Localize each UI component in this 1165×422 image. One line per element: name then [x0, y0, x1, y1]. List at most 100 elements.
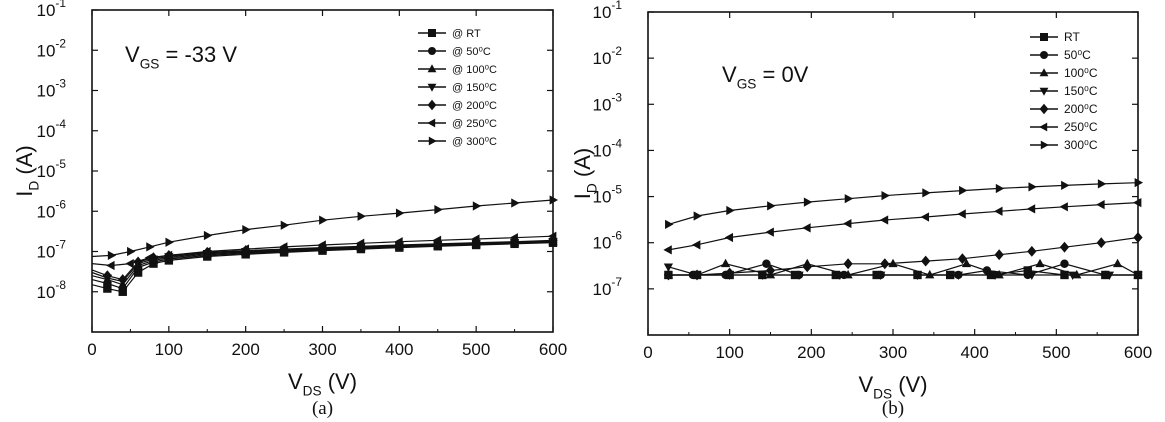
- condition-annotation: VGS = -33 V: [125, 42, 237, 72]
- data-point: [279, 242, 288, 252]
- data-point: [961, 258, 972, 268]
- data-point: [880, 258, 890, 270]
- chart-panel-b: 0 100 200 300 400 500 600 10-7 10-6 10-5 10-4 10-3 1…: [570, 0, 1152, 419]
- data-point: [1061, 180, 1070, 190]
- legend-label: 150⁰C: [1064, 84, 1098, 98]
- data-point: [879, 215, 889, 225]
- data-point: [925, 269, 935, 279]
- data-point: [835, 271, 845, 281]
- data-point: [995, 183, 1005, 194]
- y-tick-label: 10-8: [37, 278, 67, 302]
- data-point: [1059, 241, 1070, 253]
- y-axis-label: ID (A): [570, 148, 600, 199]
- x-tick-label: 0: [87, 340, 96, 359]
- legend-marker: [427, 83, 437, 92]
- data-point: [547, 231, 557, 241]
- data-point: [127, 246, 136, 257]
- legend-marker: [428, 136, 437, 146]
- data-point: [693, 211, 703, 221]
- series-4: [663, 231, 1143, 281]
- y-tick-label: 10-1: [593, 0, 623, 22]
- x-tick-label: 400: [385, 340, 413, 359]
- legend-label: 200⁰C: [1064, 102, 1098, 116]
- data-point: [959, 185, 968, 196]
- data-point: [133, 256, 143, 268]
- data-point: [1112, 258, 1123, 268]
- y-tick-label: 10-6: [37, 197, 67, 221]
- legend-label: @ 250⁰C: [452, 118, 497, 130]
- legend-label: RT: [1064, 30, 1080, 44]
- data-point: [103, 284, 112, 293]
- data-point: [280, 220, 290, 230]
- y-tick-label: 10-5: [593, 183, 623, 207]
- data-point: [1027, 245, 1037, 257]
- legend-marker: [1040, 140, 1049, 150]
- data-point: [549, 195, 559, 205]
- data-point: [920, 212, 930, 222]
- data-point: [106, 260, 115, 271]
- y-axis-label: ID (A): [12, 145, 42, 196]
- data-point: [802, 223, 811, 233]
- x-tick-label: 600: [539, 340, 567, 359]
- data-point: [724, 232, 734, 243]
- series-5: [663, 197, 1142, 255]
- data-point: [1060, 259, 1069, 268]
- legend-label: @ 200⁰C: [452, 100, 497, 112]
- y-tick-label: 10-2: [37, 36, 67, 60]
- series-line: [668, 202, 1139, 251]
- legend-marker: [428, 47, 436, 55]
- data-point: [663, 245, 672, 255]
- data-point: [794, 271, 804, 281]
- legend-marker: [1039, 87, 1049, 96]
- data-point: [876, 271, 886, 281]
- data-point: [726, 205, 735, 216]
- series-line: [91, 239, 554, 281]
- data-point: [472, 201, 482, 211]
- data-point: [990, 271, 1000, 281]
- series-line: [668, 266, 1138, 276]
- legend: @ RT @ 50⁰C @ 100⁰C @ 150⁰C @ 200⁰C @ 250⁰C @ …: [418, 28, 497, 148]
- data-point: [1133, 231, 1143, 243]
- data-point: [921, 255, 931, 267]
- legend-marker: [1039, 68, 1049, 77]
- data-point: [1027, 271, 1037, 281]
- x-tick-label: 200: [231, 340, 259, 359]
- data-point: [1026, 204, 1036, 214]
- x-axis-label: VDS (V): [858, 372, 927, 402]
- data-point: [394, 237, 403, 247]
- series-6: [91, 195, 559, 261]
- data-point: [767, 201, 776, 211]
- legend-label: @ 150⁰C: [452, 82, 497, 94]
- x-tick-label: 100: [715, 343, 743, 362]
- x-tick-label: 0: [643, 343, 652, 362]
- y-tick-label: 10-4: [593, 136, 623, 160]
- data-point: [1059, 202, 1068, 212]
- data-point: [757, 271, 767, 281]
- legend-marker: [428, 29, 436, 37]
- data-point: [202, 246, 211, 257]
- data-point: [144, 253, 153, 263]
- data-point: [133, 268, 143, 277]
- x-tick-label: 500: [462, 340, 490, 359]
- data-point: [803, 197, 813, 207]
- legend-marker: [1040, 51, 1048, 59]
- data-point: [765, 227, 774, 237]
- data-point: [663, 269, 674, 281]
- data-point: [1133, 271, 1143, 281]
- legend-marker: [1040, 33, 1048, 41]
- data-point: [802, 261, 812, 273]
- y-tick-label: 10-6: [593, 229, 623, 253]
- data-point: [118, 274, 128, 286]
- data-point: [1028, 182, 1037, 192]
- data-point: [511, 198, 520, 208]
- y-tick-label: 10-1: [37, 0, 67, 20]
- data-point: [844, 194, 854, 204]
- data-point: [1104, 271, 1115, 281]
- data-point: [509, 233, 518, 243]
- data-point: [665, 219, 674, 229]
- data-point: [765, 265, 776, 276]
- panel-caption: (b): [882, 398, 904, 419]
- data-point: [1134, 178, 1144, 188]
- series-line: [91, 242, 554, 293]
- data-point: [957, 253, 968, 265]
